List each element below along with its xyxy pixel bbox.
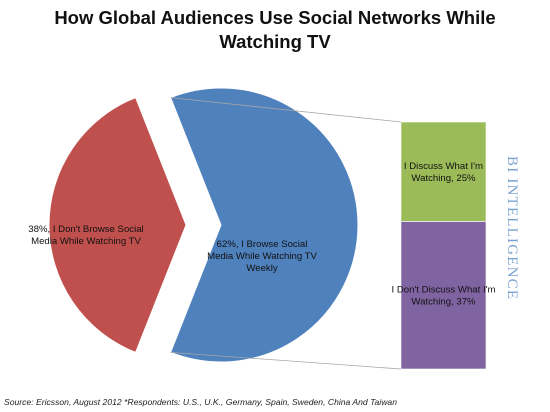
chart-title: How Global Audiences Use Social Networks… [0,6,550,54]
data-label-38-i-don-t-browse-social-media-while-watching-tv: 38%, I Don't Browse Social Media While Wa… [28,224,143,247]
data-label-i-discuss-what-i-m-watching-25: I Discuss What I'm Watching, 25% [404,161,483,184]
pie-slice-62-i-browse-social-media-while-watching-tv-weekly [169,87,359,363]
data-label-62-i-browse-social-media-while-watching-tv-weekly: 62%, I Browse Social Media While Watching… [207,239,317,274]
bar-segment-i-don-t-discuss-what-i-m-watching-37 [400,221,487,370]
chart-title-line-1: How Global Audiences Use Social Networks… [54,7,496,28]
source-note: Source: Ericsson, August 2012 *Responden… [4,397,397,407]
connector-line-bottom [170,352,402,370]
chart-title-line-2: Watching TV [219,31,331,52]
data-label-i-don-t-discuss-what-i-m-watching-37: I Don't Discuss What I'm Watching, 37% [392,284,496,307]
connector-line-top [170,97,402,123]
brand-watermark: BI INTELLIGENCE [504,156,520,301]
pie-slice-38-i-don-t-browse-social-media-while-watching-tv [48,96,187,354]
